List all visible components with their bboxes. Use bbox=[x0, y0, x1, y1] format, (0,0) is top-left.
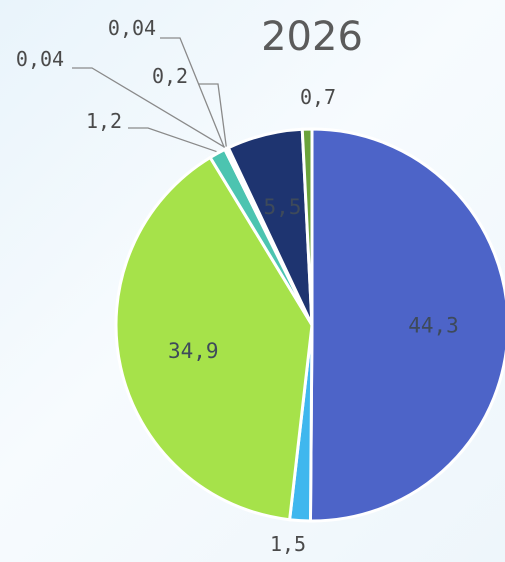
slice-label-4: 0,04 bbox=[108, 16, 156, 40]
leader-line-6 bbox=[198, 83, 227, 147]
slice-label-1: 1,5 bbox=[270, 532, 306, 556]
slice-label-0: 44,3 bbox=[408, 313, 459, 337]
slice-label-3: 1,2 bbox=[86, 109, 122, 133]
pie-slice-2 bbox=[114, 155, 314, 522]
slice-labels: 44,3 1,5 34,9 1,2 0,04 0,04 0,2 5,5 0,7 bbox=[16, 16, 459, 556]
slice-label-6: 0,2 bbox=[152, 64, 188, 88]
leader-line-5 bbox=[72, 67, 226, 148]
pie-slices bbox=[114, 127, 505, 523]
slice-label-8: 0,7 bbox=[300, 85, 336, 109]
chart-title: 2026 bbox=[261, 14, 363, 60]
leader-line-4 bbox=[160, 37, 225, 148]
slice-label-2: 34,9 bbox=[168, 339, 219, 363]
pie-slice-8 bbox=[300, 127, 314, 326]
leader-line-3 bbox=[128, 127, 217, 153]
leader-lines bbox=[72, 37, 227, 153]
slice-label-7: 5,5 bbox=[264, 195, 302, 219]
pie-slice-0 bbox=[308, 127, 505, 523]
slice-label-5: 0,04 bbox=[16, 47, 64, 71]
